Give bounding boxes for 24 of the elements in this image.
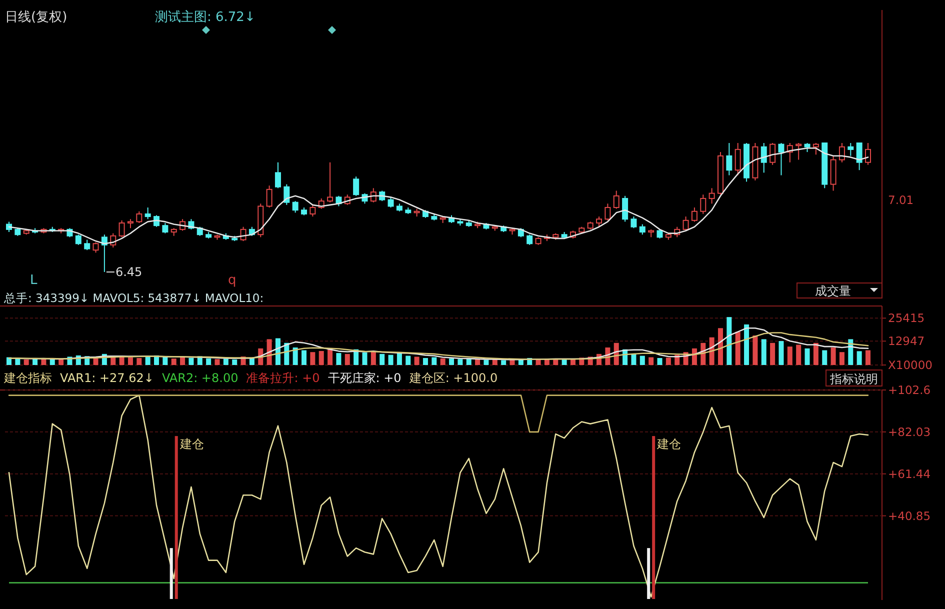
text: 建仓区: +100.0: [408, 371, 498, 385]
text: VAR2: +8.00: [162, 371, 238, 385]
annotation: 6.45: [115, 265, 142, 279]
chart-title: 建仓指标: [3, 371, 52, 385]
y-tick-label: 12947: [888, 334, 925, 348]
chart-title: 日线(复权): [5, 10, 68, 25]
button: 指标说明: [826, 370, 882, 386]
text: 7.01: [888, 193, 914, 207]
y-tick-label: +61.44: [888, 466, 931, 481]
y-tick-label: X10000: [888, 358, 932, 372]
y-tick-label: 25415: [888, 311, 925, 326]
button: 成交量: [796, 282, 882, 298]
text: VAR1: +27.62↓: [60, 371, 154, 385]
annotation: 建仓: [178, 437, 204, 452]
text: L: [30, 273, 38, 288]
text: q: [228, 273, 236, 288]
chart-title: 总手: 343399↓ MAVOL5: 543877↓ MAVOL10:: [3, 291, 264, 305]
chart-subtitle: 测试主图: 6.72↓: [155, 9, 256, 25]
y-tick-label: +102.6: [888, 383, 931, 397]
y-tick-label: +82.03: [888, 424, 931, 439]
text: 准备拉升: +0: [246, 371, 320, 385]
annotation: 建仓: [656, 437, 682, 452]
y-tick-label: +40.85: [888, 508, 931, 523]
text: 干死庄家: +0: [328, 371, 402, 385]
